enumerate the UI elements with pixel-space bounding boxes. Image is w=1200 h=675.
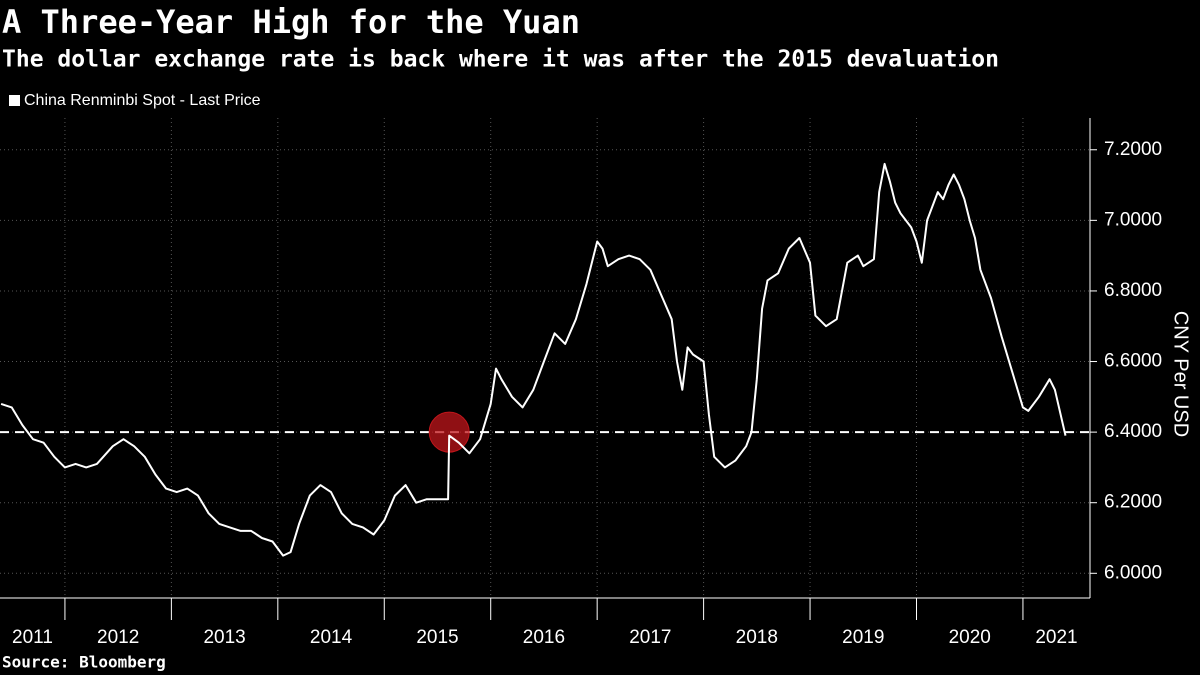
x-tick-label: 2020 <box>949 627 991 648</box>
x-tick-label: 2021 <box>1035 627 1077 648</box>
x-tick-label: 2019 <box>842 627 884 648</box>
y-tick-label: 7.2000 <box>1104 139 1162 160</box>
x-tick-label: 2016 <box>523 627 565 648</box>
y-tick-label: 6.8000 <box>1104 280 1162 301</box>
y-tick-label: 6.0000 <box>1104 562 1162 583</box>
x-tick-label: 2012 <box>97 627 139 648</box>
data-line <box>0 162 1067 557</box>
y-axis-title: CNY Per USD <box>1170 311 1192 437</box>
chart-title: A Three-Year High for the Yuan <box>2 3 580 41</box>
x-tick-label: 2011 <box>12 627 53 648</box>
chart-subtitle: The dollar exchange rate is back where i… <box>2 47 999 73</box>
y-tick-label: 6.4000 <box>1104 421 1162 442</box>
x-tick-label: 2018 <box>736 627 778 648</box>
legend-label: China Renminbi Spot - Last Price <box>24 92 261 109</box>
x-tick-label: 2015 <box>416 627 458 648</box>
x-tick-label: 2014 <box>310 627 353 648</box>
x-tick-label: 2013 <box>203 627 245 648</box>
legend-swatch <box>9 95 20 106</box>
x-tick-label: 2017 <box>629 627 671 648</box>
y-tick-label: 6.6000 <box>1104 351 1162 372</box>
source: Source: Bloomberg <box>2 653 166 672</box>
y-tick-label: 7.0000 <box>1104 209 1162 230</box>
y-tick-label: 6.2000 <box>1104 492 1162 513</box>
